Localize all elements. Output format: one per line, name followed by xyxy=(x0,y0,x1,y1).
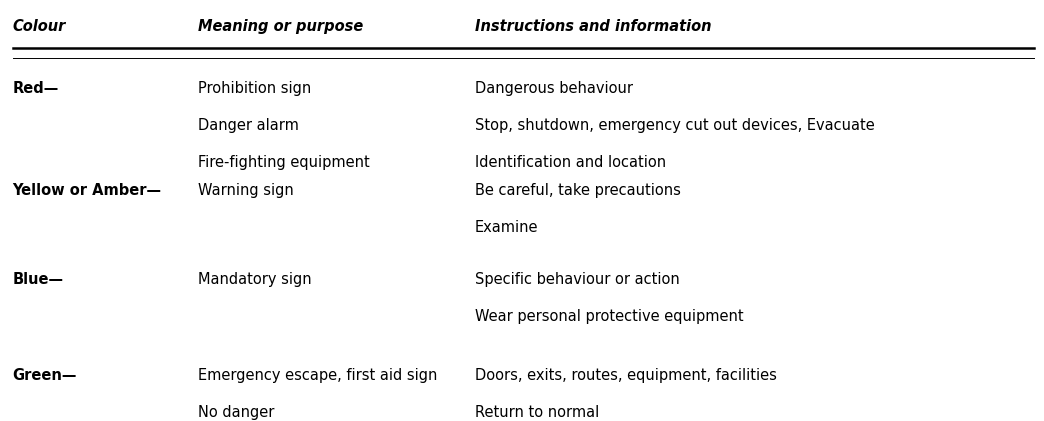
Text: Emergency escape, first aid sign: Emergency escape, first aid sign xyxy=(198,368,437,384)
Text: Be careful, take precautions: Be careful, take precautions xyxy=(475,183,681,198)
Text: Mandatory sign: Mandatory sign xyxy=(198,272,312,287)
Text: No danger: No danger xyxy=(198,405,275,421)
Text: Return to normal: Return to normal xyxy=(475,405,599,421)
Text: Danger alarm: Danger alarm xyxy=(198,118,300,133)
Text: Meaning or purpose: Meaning or purpose xyxy=(198,19,363,34)
Text: Stop, shutdown, emergency cut out devices, Evacuate: Stop, shutdown, emergency cut out device… xyxy=(475,118,875,133)
Text: Specific behaviour or action: Specific behaviour or action xyxy=(475,272,680,287)
Text: Prohibition sign: Prohibition sign xyxy=(198,81,311,96)
Text: Doors, exits, routes, equipment, facilities: Doors, exits, routes, equipment, facilit… xyxy=(475,368,777,384)
Text: Identification and location: Identification and location xyxy=(475,155,666,170)
Text: Blue—: Blue— xyxy=(13,272,64,287)
Text: Dangerous behaviour: Dangerous behaviour xyxy=(475,81,633,96)
Text: Instructions and information: Instructions and information xyxy=(475,19,712,34)
Text: Yellow or Amber—: Yellow or Amber— xyxy=(13,183,162,198)
Text: Fire-fighting equipment: Fire-fighting equipment xyxy=(198,155,371,170)
Text: Red—: Red— xyxy=(13,81,58,96)
Text: Colour: Colour xyxy=(13,19,66,34)
Text: Warning sign: Warning sign xyxy=(198,183,294,198)
Text: Examine: Examine xyxy=(475,220,539,235)
Text: Green—: Green— xyxy=(13,368,77,384)
Text: Wear personal protective equipment: Wear personal protective equipment xyxy=(475,309,743,324)
